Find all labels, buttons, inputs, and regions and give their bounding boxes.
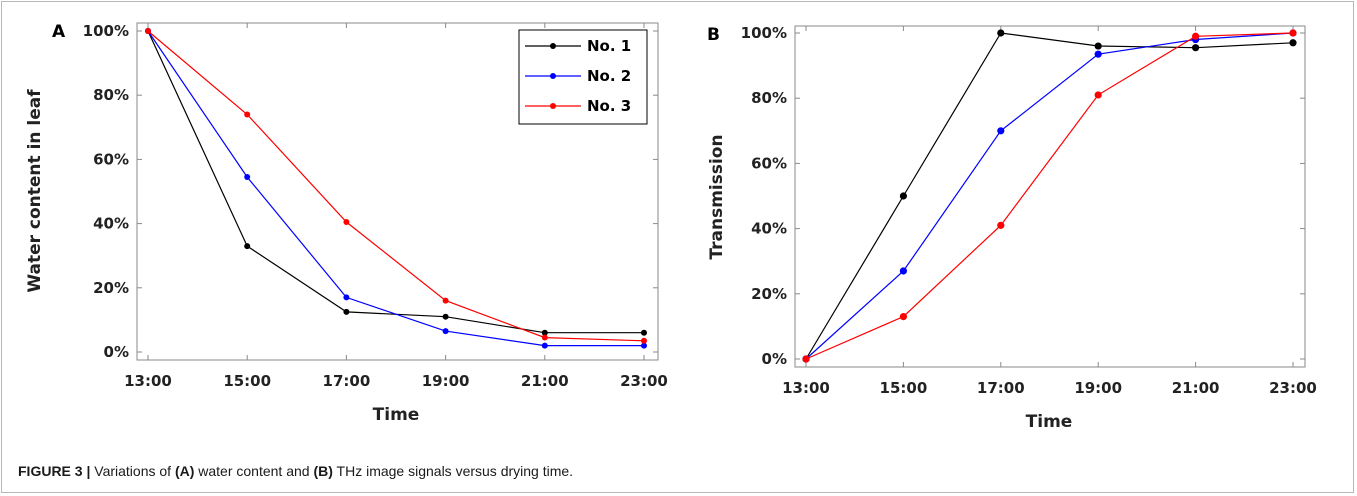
y-tick-label: 40%	[93, 215, 129, 233]
series-line-3	[147, 30, 645, 342]
x-tick-label: 19:00	[422, 372, 470, 390]
data-point-series-1	[541, 329, 548, 336]
legend-swatch-marker	[550, 103, 556, 109]
y-tick-label: 0%	[762, 350, 787, 368]
x-tick-label: 19:00	[1074, 379, 1122, 397]
panel-a-x-axis-title: Time	[373, 405, 420, 425]
data-point-series-2	[997, 127, 1005, 135]
data-point-series-3	[244, 111, 251, 118]
data-point-series-1	[1094, 42, 1102, 50]
x-tick-label: 23:00	[620, 372, 668, 390]
series-line-2	[147, 30, 644, 347]
x-tick-label: 13:00	[782, 379, 830, 397]
panel-b-y-axis-title: Transmission	[707, 134, 727, 259]
caption-text-1: Variations of	[90, 463, 175, 479]
panel-a-series	[145, 28, 647, 349]
caption-text-2: water content and	[194, 463, 314, 479]
panel-a-y-ticks: 0% 20% 40% 60% 80% 100%	[83, 22, 658, 361]
x-tick-label: 15:00	[223, 372, 271, 390]
series-line-3	[805, 32, 1294, 360]
data-point-series-3	[442, 297, 449, 304]
data-point-series-2	[899, 267, 908, 275]
y-tick-label: 40%	[751, 220, 787, 238]
panel-a-letter: A	[52, 22, 66, 42]
figure-caption: FIGURE 3 | Variations of (A) water conte…	[18, 463, 573, 479]
panel-b-x-axis-title: Time	[1026, 412, 1073, 432]
panel-b-plot-area	[794, 25, 1306, 368]
panel-b-letter: B	[707, 25, 720, 45]
x-tick-label: 13:00	[124, 372, 172, 390]
panel-a-y-axis-title: Water content in leaf	[25, 89, 45, 293]
y-tick-label: 60%	[93, 150, 129, 168]
panel-a-plot-area	[136, 22, 659, 361]
data-point-series-2	[1094, 50, 1102, 58]
data-point-series-3	[802, 355, 810, 363]
y-tick-label: 0%	[104, 343, 129, 361]
data-point-series-1	[1289, 39, 1297, 47]
legend-label: No. 3	[587, 97, 631, 115]
series-line-2	[805, 32, 1294, 360]
data-point-series-3	[1094, 91, 1102, 99]
x-tick-label: 15:00	[880, 379, 928, 397]
data-point-series-2	[641, 342, 647, 349]
panel-b-x-ticks: 13:00 15:00 17:00 19:00 21:00 23:00	[782, 26, 1317, 397]
data-point-series-3	[145, 28, 151, 34]
x-tick-label: 21:00	[521, 372, 569, 390]
caption-bold-a: (A)	[174, 463, 195, 479]
y-tick-label: 100%	[83, 22, 129, 40]
data-point-series-1	[899, 192, 908, 200]
data-point-series-1	[343, 308, 350, 315]
data-point-series-3	[899, 313, 908, 321]
x-tick-label: 23:00	[1269, 379, 1317, 397]
panel-a-legend: No. 1 No. 2 No. 3	[518, 29, 648, 125]
y-tick-label: 20%	[93, 279, 129, 297]
x-tick-label: 17:00	[977, 379, 1025, 397]
y-tick-label: 80%	[93, 86, 129, 104]
y-tick-label: 100%	[741, 24, 787, 42]
caption-figure-label: FIGURE 3 |	[18, 463, 91, 479]
data-point-series-3	[343, 218, 350, 225]
caption-text-3: THz image signals versus drying time.	[332, 463, 574, 479]
y-tick-label: 80%	[751, 89, 787, 107]
figure-charts: A 0% 20% 40% 60% 80% 100% 13:00 15:00 17:00 19:0…	[25, 22, 1317, 432]
panel-b-chart: B 0% 20% 40% 60% 80% 100% 13:00 15:00 17:00 19:0…	[707, 24, 1317, 432]
legend-swatch-marker	[550, 73, 556, 79]
series-line-1	[805, 32, 1294, 360]
data-point-series-1	[641, 329, 647, 336]
x-tick-label: 21:00	[1172, 379, 1220, 397]
legend-label: No. 2	[587, 67, 631, 85]
data-point-series-3	[1289, 29, 1297, 37]
legend-label: No. 1	[587, 37, 631, 55]
data-point-series-1	[442, 313, 449, 320]
data-point-series-1	[244, 243, 251, 250]
data-point-series-2	[244, 174, 251, 181]
caption-bold-b: (B)	[313, 463, 333, 479]
data-point-series-1	[1192, 44, 1200, 52]
data-point-series-2	[442, 328, 449, 335]
y-tick-label: 60%	[751, 154, 787, 172]
panel-b-y-ticks: 0% 20% 40% 60% 80% 100%	[741, 24, 1305, 368]
panel-a-x-ticks: 13:00 15:00 17:00 19:00 21:00 23:00	[124, 23, 668, 390]
data-point-series-3	[641, 337, 647, 344]
data-point-series-3	[997, 221, 1005, 229]
y-tick-label: 20%	[751, 285, 787, 303]
legend-swatch-marker	[550, 43, 556, 49]
data-point-series-3	[541, 334, 548, 341]
x-tick-label: 17:00	[323, 372, 371, 390]
panel-a-chart: A 0% 20% 40% 60% 80% 100% 13:00 15:00 17:00 19:0…	[25, 22, 668, 425]
data-point-series-3	[1192, 32, 1200, 40]
data-point-series-1	[997, 29, 1005, 37]
data-point-series-2	[343, 294, 350, 301]
data-point-series-2	[541, 342, 548, 349]
panel-b-series	[802, 29, 1297, 363]
